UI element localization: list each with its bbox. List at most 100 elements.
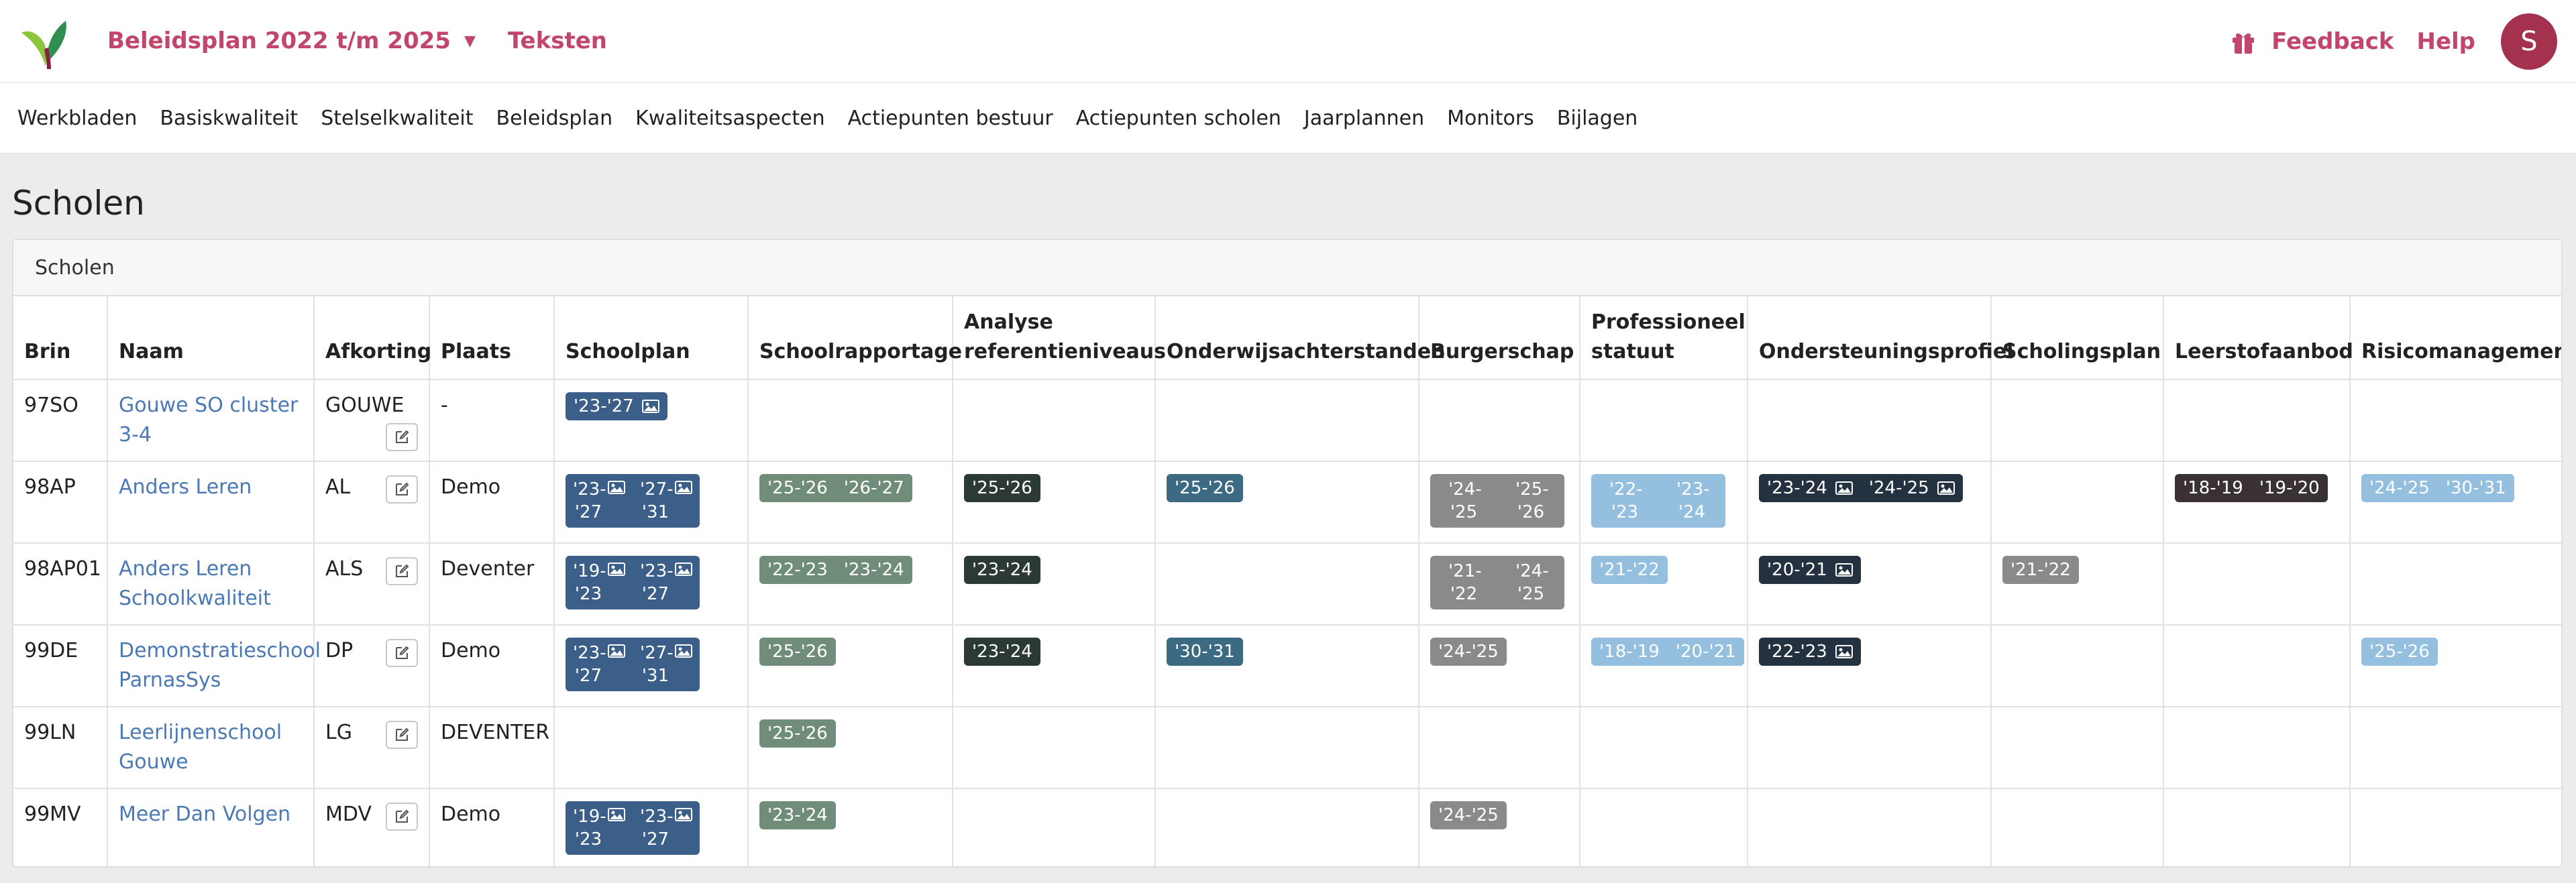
nav-monitors[interactable]: Monitors bbox=[1447, 106, 1534, 130]
school-name-link[interactable]: Gouwe SO cluster 3-4 bbox=[119, 394, 299, 447]
feedback-link[interactable]: Feedback bbox=[2271, 28, 2394, 55]
period-badge[interactable]: '24-'25 bbox=[2361, 474, 2438, 502]
school-name-link[interactable]: Demonstratieschool ParnasSys bbox=[119, 639, 321, 692]
cell-ondersteuningsprofiel: '20-'21 bbox=[1748, 543, 1992, 626]
period-badge[interactable]: '23-'24 bbox=[964, 556, 1040, 584]
period-badge[interactable]: '23-'24 bbox=[1658, 474, 1725, 528]
period-label: '23-'24 bbox=[767, 805, 828, 825]
teksten-link[interactable]: Teksten bbox=[507, 27, 607, 54]
edit-icon[interactable] bbox=[386, 803, 418, 831]
col-header-burgerschap[interactable]: Burgerschap bbox=[1419, 296, 1580, 380]
period-badge[interactable]: '22-'23 bbox=[1591, 474, 1658, 528]
nav-stelselkwaliteit[interactable]: Stelselkwaliteit bbox=[321, 106, 474, 130]
period-badge[interactable]: '21-'22 bbox=[1430, 556, 1497, 609]
period-badge[interactable]: '18-'19 bbox=[2175, 474, 2251, 502]
image-icon bbox=[675, 481, 692, 494]
user-avatar[interactable]: S bbox=[2501, 13, 2557, 70]
help-link[interactable]: Help bbox=[2416, 28, 2475, 55]
period-badge[interactable]: '27-'31 bbox=[633, 638, 700, 691]
period-badge[interactable]: '23-'24 bbox=[759, 801, 836, 829]
period-badge[interactable]: '25-'26 bbox=[2361, 638, 2438, 666]
period-badge[interactable]: '23-'27 bbox=[633, 801, 700, 855]
period-badge[interactable]: '23-'27 bbox=[566, 474, 633, 528]
period-label: '23-'27 bbox=[640, 561, 674, 604]
school-name-link[interactable]: Anders Leren bbox=[119, 475, 252, 499]
period-badge[interactable]: '25-'26 bbox=[1167, 474, 1243, 502]
school-name-link[interactable]: Leerlijnenschool Gouwe bbox=[119, 721, 282, 774]
period-badge[interactable]: '25-'26 bbox=[964, 474, 1040, 502]
period-badge[interactable]: '24-'25 bbox=[1430, 801, 1507, 829]
period-badge[interactable]: '24-'25 bbox=[1497, 556, 1564, 609]
plan-selector[interactable]: Beleidsplan 2022 t/m 2025 ▼ bbox=[107, 27, 476, 54]
col-header-onderwijsachterstanden[interactable]: Onderwijsachterstanden bbox=[1155, 296, 1445, 380]
card-header: Scholen bbox=[13, 240, 2561, 296]
edit-icon[interactable] bbox=[386, 639, 418, 667]
col-header-plaats[interactable]: Plaats bbox=[429, 296, 555, 380]
col-header-schoolrapportage[interactable]: Schoolrapportage bbox=[748, 296, 962, 380]
period-label: '25-'26 bbox=[767, 478, 828, 498]
period-badge[interactable]: '25-'26 bbox=[759, 474, 836, 502]
col-header-ondersteuningsprofiel[interactable]: Ondersteuningsprofiel bbox=[1748, 296, 2013, 380]
period-badge[interactable]: '27-'31 bbox=[633, 474, 700, 528]
period-badge[interactable]: '20-'21 bbox=[1759, 556, 1861, 584]
period-label: '25-'26 bbox=[972, 478, 1032, 498]
edit-icon[interactable] bbox=[386, 423, 418, 451]
cell-burgerschap: '24-'25 '25-'26 bbox=[1419, 461, 1580, 544]
period-badge[interactable]: '22-'23 bbox=[1759, 638, 1861, 666]
period-badge-group: '24-'25 bbox=[1430, 638, 1507, 666]
col-header-brin[interactable]: Brin bbox=[13, 296, 108, 380]
col-header-risicomanagement[interactable]: Risicomanagement bbox=[2350, 296, 2561, 380]
nav-bijlagen[interactable]: Bijlagen bbox=[1556, 106, 1638, 130]
edit-icon[interactable] bbox=[386, 721, 418, 749]
period-badge[interactable]: '25-'26 bbox=[759, 638, 836, 666]
nav-jaarplannen[interactable]: Jaarplannen bbox=[1303, 106, 1425, 130]
cell-professioneel-statuut bbox=[1580, 707, 1748, 789]
period-badge[interactable]: '26-'27 bbox=[836, 474, 912, 502]
nav-werkbladen[interactable]: Werkbladen bbox=[17, 106, 138, 130]
period-badge[interactable]: '24-'25 bbox=[1430, 638, 1507, 666]
app-logo[interactable] bbox=[19, 7, 75, 74]
period-badge[interactable]: '19-'23 bbox=[566, 801, 633, 855]
period-badge[interactable]: '24-'25 bbox=[1861, 474, 1963, 502]
period-badge[interactable]: '18-'19 bbox=[1591, 638, 1668, 666]
edit-icon[interactable] bbox=[386, 557, 418, 585]
period-badge[interactable]: '30-'31 bbox=[2438, 474, 2514, 502]
period-badge[interactable]: '21-'22 bbox=[2002, 556, 2079, 584]
period-badge[interactable]: '19-'23 bbox=[566, 556, 633, 609]
col-header-schoolplan[interactable]: Schoolplan bbox=[554, 296, 749, 380]
col-header-analyse-referentieniveaus[interactable]: Analyse referentieniveaus bbox=[953, 296, 1166, 380]
period-badge[interactable]: '24-'25 bbox=[1430, 474, 1497, 528]
period-badge[interactable]: '21-'22 bbox=[1591, 556, 1668, 584]
period-badge[interactable]: '25-'26 bbox=[759, 719, 836, 748]
period-badge[interactable]: '22-'23 bbox=[759, 556, 836, 584]
image-icon bbox=[675, 563, 692, 576]
period-badge[interactable]: '19-'20 bbox=[2251, 474, 2328, 502]
period-badge[interactable]: '23-'27 bbox=[633, 556, 700, 609]
col-header-professioneel-statuut[interactable]: Professioneel statuut bbox=[1580, 296, 1748, 380]
school-name-link[interactable]: Meer Dan Volgen bbox=[119, 803, 291, 826]
edit-icon[interactable] bbox=[386, 475, 418, 504]
period-label: '25-'26 bbox=[1515, 479, 1549, 522]
nav-kwaliteitsaspecten[interactable]: Kwaliteitsaspecten bbox=[635, 106, 825, 130]
nav-actiepunten-bestuur[interactable]: Actiepunten bestuur bbox=[847, 106, 1053, 130]
col-header-naam[interactable]: Naam bbox=[107, 296, 315, 380]
gift-icon[interactable] bbox=[2230, 28, 2257, 55]
nav-actiepunten-scholen[interactable]: Actiepunten scholen bbox=[1075, 106, 1281, 130]
cell-plaats: - bbox=[429, 379, 555, 462]
period-badge[interactable]: '25-'26 bbox=[1497, 474, 1564, 528]
nav-beleidsplan[interactable]: Beleidsplan bbox=[496, 106, 613, 130]
period-badge[interactable]: '23-'24 bbox=[964, 638, 1040, 666]
col-header-scholingsplan[interactable]: Scholingsplan bbox=[1991, 296, 2164, 380]
period-badge[interactable]: '23-'27 bbox=[566, 638, 633, 691]
period-badge[interactable]: '23-'27 bbox=[566, 392, 667, 420]
col-header-leerstofaanbod[interactable]: Leerstofaanbod bbox=[2163, 296, 2353, 380]
period-badge[interactable]: '20-'21 bbox=[1668, 638, 1744, 666]
col-header-afkorting[interactable]: Afkorting bbox=[314, 296, 431, 380]
cell-plaats: Deventer bbox=[429, 543, 555, 626]
cell-risicomanagement: '24-'25 '30-'31 bbox=[2350, 461, 2561, 544]
period-badge[interactable]: '30-'31 bbox=[1167, 638, 1243, 666]
period-badge[interactable]: '23-'24 bbox=[836, 556, 912, 584]
period-badge[interactable]: '23-'24 bbox=[1759, 474, 1861, 502]
nav-basiskwaliteit[interactable]: Basiskwaliteit bbox=[160, 106, 299, 130]
school-name-link[interactable]: Anders Leren Schoolkwaliteit bbox=[119, 557, 271, 610]
